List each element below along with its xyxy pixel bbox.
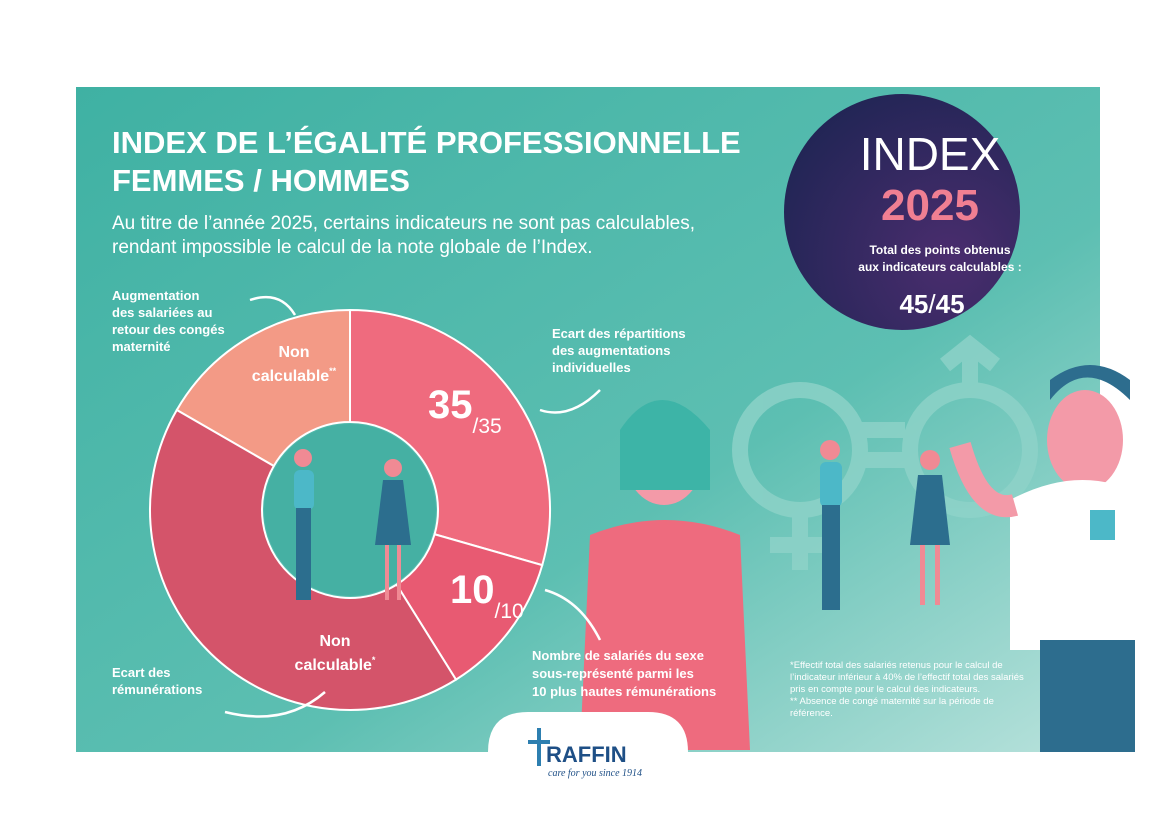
logo: RAFFIN care for you since 1914 bbox=[528, 728, 642, 779]
segment-label: Nombre de salariés du sexe sous-représent… bbox=[532, 648, 716, 699]
badge bbox=[784, 94, 1020, 330]
donut bbox=[149, 308, 551, 711]
footnotes: *Effectif total des salariés retenus pou… bbox=[790, 660, 1024, 719]
footnote: ** Absence de congé maternité sur la pér… bbox=[790, 696, 994, 707]
title: INDEX DE L’ÉGALITÉ PROFESSIONNELLE bbox=[112, 125, 741, 160]
annotations: Augmentation des salariées au retour des c… bbox=[112, 288, 716, 699]
donut-segment bbox=[175, 308, 351, 468]
segment-result: Non calculable** bbox=[252, 344, 337, 385]
badge-year: 2025 bbox=[881, 181, 979, 230]
logo-tagline: care for you since 1914 bbox=[548, 768, 642, 779]
badge-caption: Total des points obtenus bbox=[869, 243, 1010, 257]
subtitle: rendant impossible le calcul de la note … bbox=[112, 237, 593, 258]
segment-label: Ecart des répartitions des augmentations i… bbox=[552, 326, 686, 375]
segment-label: Ecart des rémunérations bbox=[112, 665, 202, 697]
segment-label: Augmentation des salariées au retour des c… bbox=[112, 288, 225, 354]
arrows bbox=[224, 295, 602, 718]
footnote: *Effectif total des salariés retenus pou… bbox=[790, 660, 1003, 671]
subtitle: Au titre de l’année 2025, certains indic… bbox=[112, 213, 695, 234]
gender-symbols bbox=[732, 334, 1038, 570]
donut-center bbox=[264, 424, 436, 596]
illustration-people bbox=[580, 365, 1150, 752]
footnote: pris en compte pour le calcul des indica… bbox=[790, 684, 980, 695]
badge-caption: aux indicateurs calculables : bbox=[858, 260, 1021, 274]
badge-score: 45/45 bbox=[899, 289, 964, 319]
footnote: référence. bbox=[790, 708, 833, 719]
title: FEMMES / HOMMES bbox=[112, 163, 410, 198]
footnote: l’indicateur inférieur à 40% de l’effect… bbox=[790, 672, 1024, 683]
segment-result: Non calculable* bbox=[295, 633, 376, 674]
donut-segment bbox=[349, 308, 551, 567]
badge-word: INDEX bbox=[860, 128, 1001, 180]
logo-name: RAFFIN bbox=[546, 742, 627, 767]
center-illustration bbox=[294, 449, 411, 600]
segment-score: 35/35 bbox=[428, 383, 502, 438]
segment-score: 10/10 bbox=[450, 568, 524, 623]
